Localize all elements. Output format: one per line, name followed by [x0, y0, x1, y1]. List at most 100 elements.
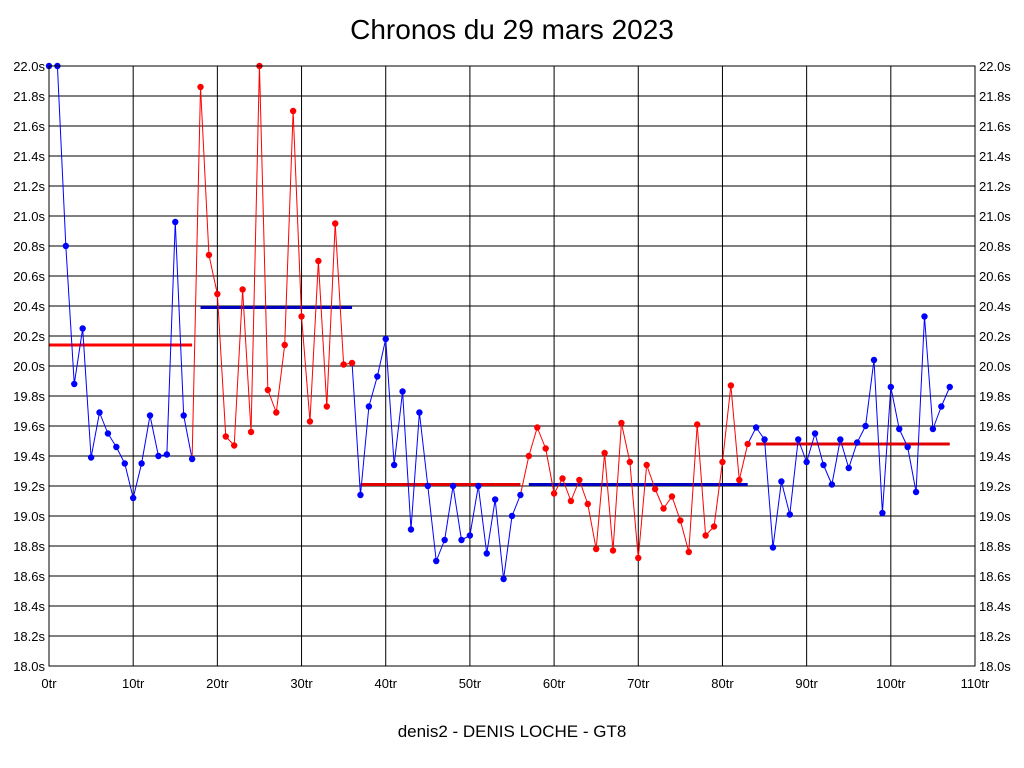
data-point	[214, 290, 221, 298]
y-tick-label-right: 18.4s	[979, 599, 1011, 614]
data-point	[820, 461, 827, 469]
series-line	[814, 433, 824, 466]
data-point	[332, 220, 339, 227]
series-line	[292, 110, 303, 317]
series-line	[789, 439, 799, 515]
y-tick-label-right: 21.6s	[979, 119, 1011, 134]
data-point	[870, 356, 878, 364]
series-line	[418, 412, 429, 487]
series-line	[671, 496, 681, 521]
series-line	[654, 488, 664, 509]
y-tick-label-left: 20.0s	[13, 359, 45, 374]
series-line	[494, 499, 505, 580]
y-tick-label-right: 20.4s	[979, 299, 1011, 314]
series-line	[166, 221, 176, 455]
series-line	[56, 65, 67, 247]
plot-frame	[48, 65, 976, 667]
data-point	[62, 242, 70, 250]
grid	[48, 65, 976, 667]
data-point	[180, 412, 187, 419]
series-line	[385, 338, 395, 466]
data-point	[407, 526, 415, 533]
data-point	[601, 449, 608, 457]
series-line	[376, 338, 387, 377]
data-point	[719, 458, 726, 466]
data-point	[449, 482, 457, 490]
x-tick-label: 0tr	[41, 676, 57, 691]
series-line	[772, 481, 782, 548]
data-point	[205, 251, 213, 259]
series-line	[82, 328, 92, 458]
series-line	[452, 485, 462, 541]
data-point	[146, 412, 154, 419]
series-line	[216, 293, 227, 437]
series-group	[45, 62, 953, 583]
data-point	[862, 422, 869, 430]
series-line	[359, 406, 370, 496]
series-line	[402, 391, 412, 530]
series-line	[940, 386, 951, 407]
y-tick-label-right: 21.8s	[979, 89, 1011, 104]
series-line	[275, 344, 286, 413]
y-tick-label-right: 21.4s	[979, 149, 1011, 164]
series-line	[334, 223, 345, 365]
y-tick-label-left: 21.0s	[13, 209, 45, 224]
y-tick-label-left: 21.8s	[13, 89, 45, 104]
data-point	[811, 430, 819, 437]
series-line	[923, 316, 934, 430]
y-tick-label-left: 21.4s	[13, 149, 45, 164]
y-tick-label-right: 19.6s	[979, 419, 1011, 434]
data-point	[567, 497, 575, 505]
series-line	[873, 359, 883, 514]
data-point	[399, 388, 406, 395]
data-point	[475, 482, 482, 490]
data-point	[281, 341, 288, 349]
data-point	[609, 547, 617, 554]
series-line	[191, 86, 202, 460]
data-point	[921, 313, 928, 320]
series-line	[528, 427, 538, 457]
y-tick-label-left: 18.8s	[13, 539, 45, 554]
data-point	[929, 425, 937, 433]
data-point	[904, 443, 911, 451]
series-line	[410, 412, 420, 530]
series-line	[604, 452, 614, 551]
data-point	[618, 419, 625, 427]
series-line	[570, 479, 580, 502]
y-tick-label-left: 18.4s	[13, 599, 45, 614]
data-point	[129, 494, 137, 502]
data-point	[761, 436, 768, 443]
data-point	[592, 545, 600, 553]
series-line	[149, 415, 159, 457]
series-line	[132, 463, 143, 499]
data-point	[357, 491, 364, 499]
data-point	[685, 548, 692, 556]
data-point	[323, 403, 330, 410]
data-point	[559, 475, 566, 482]
series-line	[258, 65, 269, 391]
data-point	[938, 403, 945, 410]
series-line	[637, 464, 648, 559]
series-line	[831, 439, 841, 485]
series-line	[907, 446, 917, 493]
data-point	[786, 511, 793, 518]
data-point	[517, 491, 524, 499]
series-line	[65, 245, 75, 385]
series-line	[898, 428, 909, 448]
data-point	[382, 335, 389, 343]
y-tick-label-right: 19.2s	[979, 479, 1011, 494]
data-point	[828, 481, 836, 488]
x-tick-label: 30tr	[290, 676, 313, 691]
data-point	[795, 436, 802, 443]
data-point	[96, 409, 103, 416]
data-point	[273, 409, 280, 416]
series-line	[545, 448, 555, 494]
y-tick-label-right: 19.8s	[979, 389, 1011, 404]
series-line	[915, 316, 925, 493]
data-point	[87, 454, 95, 461]
y-tick-label-left: 19.6s	[13, 419, 45, 434]
y-tick-label-right: 21.2s	[979, 179, 1011, 194]
x-tick-label: 40tr	[375, 676, 398, 691]
series-line	[679, 520, 690, 553]
